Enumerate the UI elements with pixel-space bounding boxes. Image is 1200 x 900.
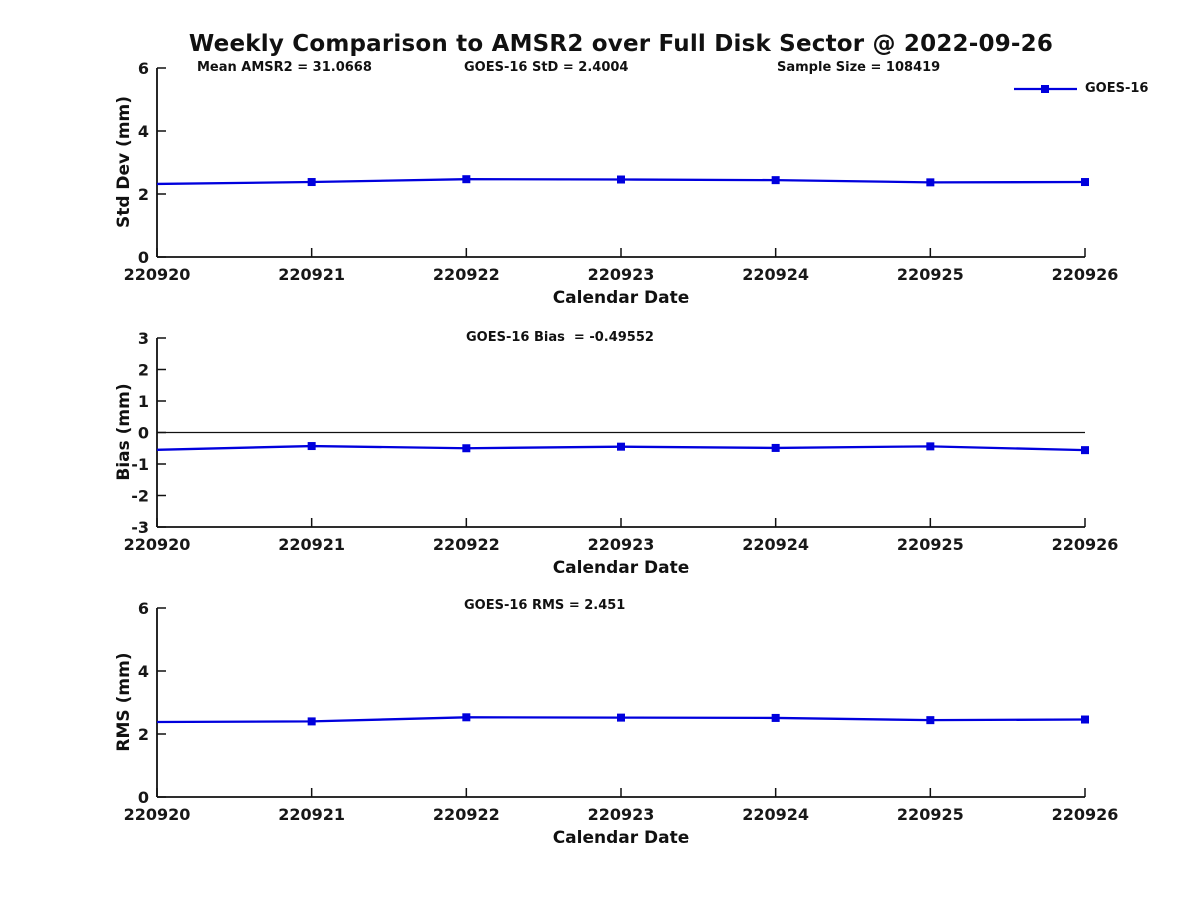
legend-marker-icon xyxy=(1041,84,1049,93)
y-tick-label: 3 xyxy=(138,329,149,348)
y-tick-label: -3 xyxy=(131,518,149,537)
x-tick-label: 220921 xyxy=(278,805,345,824)
data-point-marker xyxy=(307,717,316,726)
x-tick-label: 220923 xyxy=(588,535,655,554)
data-point-marker xyxy=(617,713,625,722)
annotation-sample-size: Sample Size = 108419 xyxy=(777,60,941,75)
y-tick-label: 2 xyxy=(138,360,149,379)
x-tick-label: 220924 xyxy=(742,265,809,284)
ylabel-bias: Bias (mm) xyxy=(114,383,134,481)
ylabel-rms: RMS (mm) xyxy=(114,652,134,752)
y-tick-label: 0 xyxy=(138,248,149,267)
x-tick-label: 220926 xyxy=(1052,265,1119,284)
x-tick-label: 220926 xyxy=(1052,535,1119,554)
x-tick-label: 220921 xyxy=(278,535,345,554)
xlabel-bias-plot: Calendar Date xyxy=(552,558,690,578)
y-tick-label: -2 xyxy=(131,486,149,505)
data-point-marker xyxy=(617,442,625,451)
data-point-marker xyxy=(926,178,935,187)
x-tick-label: 220925 xyxy=(897,805,964,824)
x-tick-label: 220920 xyxy=(124,265,191,284)
y-tick-label: 2 xyxy=(138,185,149,204)
x-tick-label: 220922 xyxy=(433,535,500,554)
legend-label: GOES-16 xyxy=(1085,81,1149,96)
annotation-goes16-rms: GOES-16 RMS = 2.451 xyxy=(464,598,626,613)
data-point-marker xyxy=(771,443,780,452)
data-point-marker xyxy=(926,442,935,451)
data-point-marker xyxy=(462,444,471,453)
x-tick-label: 220921 xyxy=(278,265,345,284)
y-tick-label: 6 xyxy=(138,599,149,618)
ylabel-stddev: Std Dev (mm) xyxy=(114,95,134,229)
x-tick-label: 220924 xyxy=(742,805,809,824)
y-tick-label: -1 xyxy=(131,455,149,474)
x-tick-label: 220926 xyxy=(1052,805,1119,824)
annotation-mean-amsr2: Mean AMSR2 = 31.0668 xyxy=(197,60,372,75)
data-point-marker xyxy=(1081,715,1089,724)
y-tick-label: 4 xyxy=(138,662,149,681)
xlabel-stddev-plot: Calendar Date xyxy=(552,288,690,308)
x-tick-label: 220922 xyxy=(433,265,500,284)
y-tick-label: 2 xyxy=(138,725,149,744)
data-point-marker xyxy=(307,178,316,187)
data-point-marker xyxy=(462,713,471,722)
data-point-marker xyxy=(926,716,935,725)
legend-line-sample xyxy=(1014,84,1077,93)
data-point-marker xyxy=(1081,178,1089,187)
data-point-marker xyxy=(771,713,780,722)
x-tick-label: 220923 xyxy=(588,805,655,824)
y-tick-label: 0 xyxy=(138,788,149,807)
data-point-marker xyxy=(462,175,471,184)
x-tick-label: 220925 xyxy=(897,535,964,554)
x-tick-label: 220922 xyxy=(433,805,500,824)
x-tick-label: 220924 xyxy=(742,535,809,554)
y-tick-label: 0 xyxy=(138,423,149,442)
y-tick-label: 1 xyxy=(138,392,149,411)
data-point-marker xyxy=(617,175,625,184)
x-tick-label: 220923 xyxy=(588,265,655,284)
xlabel-rms-plot: Calendar Date xyxy=(552,828,690,848)
annotation-goes16-std: GOES-16 StD = 2.4004 xyxy=(464,60,629,75)
x-tick-label: 220925 xyxy=(897,265,964,284)
data-point-marker xyxy=(307,442,316,451)
y-tick-label: 4 xyxy=(138,122,149,141)
data-point-marker xyxy=(1081,446,1089,455)
figure-title: Weekly Comparison to AMSR2 over Full Dis… xyxy=(188,31,1054,57)
x-tick-label: 220920 xyxy=(124,805,191,824)
legend: GOES-16 xyxy=(1014,80,1148,97)
y-tick-label: 6 xyxy=(138,59,149,78)
x-tick-label: 220920 xyxy=(124,535,191,554)
data-point-marker xyxy=(771,176,780,185)
annotation-goes16-bias: GOES-16 Bias = -0.49552 xyxy=(466,330,654,345)
